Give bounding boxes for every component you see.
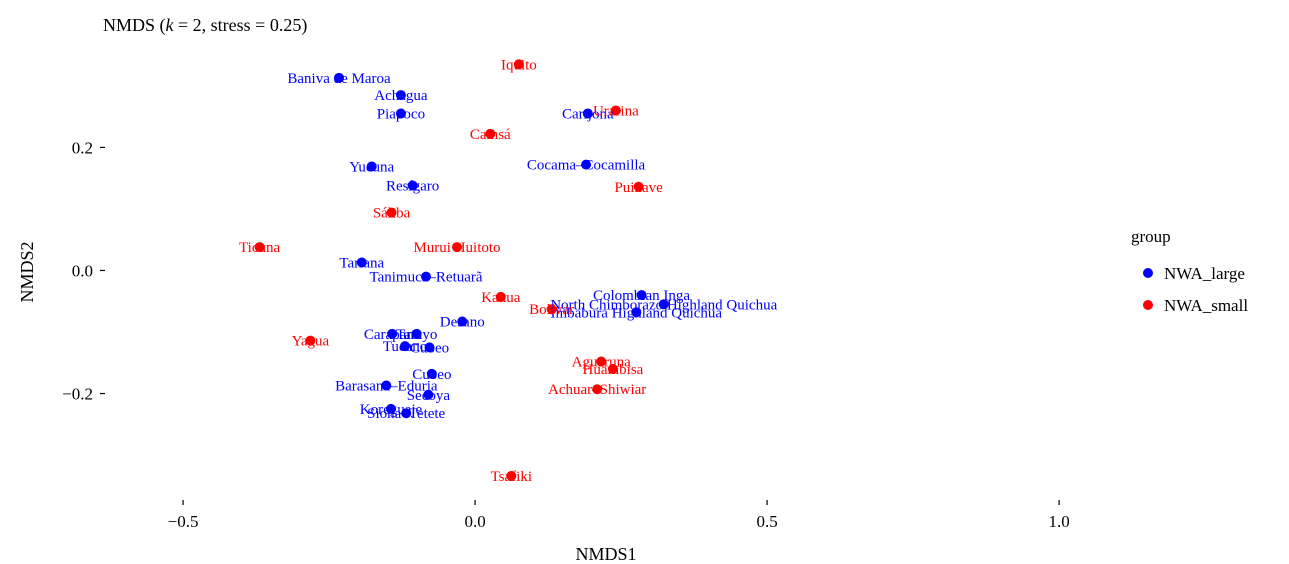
x-axis-title: NMDS1 bbox=[575, 544, 636, 564]
data-point bbox=[381, 380, 392, 391]
point-label: Koreguaje bbox=[360, 402, 423, 418]
point-label: Barasana–Eduria bbox=[335, 379, 438, 395]
x-tick-label: 0.0 bbox=[464, 512, 485, 531]
legend-label-nwa-large: NWA_large bbox=[1164, 264, 1245, 283]
point-label: Resígaro bbox=[386, 179, 439, 195]
point-label: Tucano bbox=[383, 339, 427, 355]
data-point bbox=[506, 471, 517, 481]
data-point bbox=[607, 363, 618, 374]
data-point bbox=[421, 271, 432, 282]
point-label: Siona–Tetete bbox=[367, 406, 445, 422]
data-point bbox=[411, 328, 422, 339]
point-label: Tatuyo bbox=[396, 327, 437, 343]
chart-title: NMDS (k = 2, stress = 0.25) bbox=[103, 15, 307, 36]
data-point bbox=[386, 207, 397, 218]
data-point bbox=[426, 368, 437, 379]
legend-label-nwa-small: NWA_small bbox=[1164, 296, 1248, 315]
point-label: North Chimborazo Highland Quichua bbox=[550, 297, 777, 313]
point-label: Baniva de Maroa bbox=[287, 71, 391, 87]
chart-title-suffix: = 2, stress = 0.25) bbox=[174, 15, 308, 36]
legend-marker-nwa-small bbox=[1143, 300, 1153, 310]
y-tick-label: −0.2 bbox=[62, 385, 93, 404]
data-point bbox=[546, 304, 557, 315]
points-layer bbox=[254, 59, 669, 481]
data-point bbox=[636, 290, 647, 301]
data-point bbox=[423, 389, 434, 400]
data-point bbox=[401, 408, 412, 419]
data-point bbox=[451, 242, 462, 253]
x-axis: −0.5 0.0 0.5 1.0 bbox=[168, 500, 1070, 531]
point-label: Piapoco bbox=[377, 107, 425, 123]
point-label: Carapana bbox=[364, 327, 421, 343]
data-point bbox=[610, 105, 621, 116]
point-label: Yagua bbox=[292, 334, 330, 350]
point-label: Ticuna bbox=[239, 240, 280, 256]
point-label: Cubeo bbox=[410, 340, 449, 356]
point-label: Cubeo bbox=[412, 367, 451, 383]
legend-title: group bbox=[1131, 227, 1171, 246]
data-point bbox=[305, 335, 316, 346]
y-axis: −0.2 0.0 0.2 bbox=[62, 138, 105, 404]
data-point bbox=[400, 341, 411, 352]
point-label: Achagua bbox=[374, 88, 428, 104]
data-point bbox=[356, 257, 367, 268]
data-point bbox=[485, 128, 496, 139]
chart-title-prefix: NMDS ( bbox=[103, 15, 166, 36]
x-tick-label: 0.5 bbox=[756, 512, 777, 531]
point-label: Achuar–Shiwiar bbox=[548, 382, 646, 398]
data-point bbox=[395, 108, 406, 119]
data-point bbox=[596, 356, 607, 367]
data-point bbox=[581, 159, 592, 170]
data-point bbox=[495, 291, 506, 302]
data-point bbox=[366, 161, 377, 172]
point-label: Tanimuca–Retuarã bbox=[369, 270, 482, 286]
data-point bbox=[457, 316, 468, 327]
data-point bbox=[631, 307, 642, 318]
point-label: Urarina bbox=[593, 103, 639, 119]
x-tick-label: −0.5 bbox=[168, 512, 199, 531]
point-label: Bolívar bbox=[529, 302, 574, 318]
point-label: Cocama–Cocamilla bbox=[527, 158, 646, 174]
point-label: Secoya bbox=[407, 388, 451, 404]
point-label: Huambisa bbox=[583, 362, 644, 378]
legend: group NWA_large NWA_small bbox=[1131, 227, 1248, 315]
y-axis-title: NMDS2 bbox=[17, 241, 37, 302]
x-tick-label: 1.0 bbox=[1048, 512, 1069, 531]
data-point bbox=[592, 384, 603, 395]
point-label: Tsafiki bbox=[491, 469, 532, 485]
point-label: Sáliba bbox=[373, 206, 411, 222]
data-point bbox=[385, 403, 396, 414]
point-label: Colombian Inga bbox=[593, 288, 690, 304]
point-label: Carijona bbox=[562, 107, 614, 123]
chart-title-k: k bbox=[166, 15, 175, 35]
point-label: Kakua bbox=[481, 290, 520, 306]
data-point bbox=[334, 72, 345, 83]
data-point bbox=[424, 342, 435, 353]
data-point bbox=[582, 108, 593, 119]
point-label: Desano bbox=[440, 315, 485, 331]
point-label: Iquito bbox=[501, 57, 537, 73]
data-point bbox=[658, 299, 669, 310]
data-point bbox=[395, 90, 406, 101]
data-point bbox=[633, 181, 644, 192]
point-label: Aguaruna bbox=[572, 355, 631, 371]
point-label: Murui Huitoto bbox=[413, 240, 500, 256]
data-point bbox=[407, 180, 418, 191]
y-tick-label: 0.2 bbox=[72, 138, 93, 157]
data-point bbox=[387, 328, 398, 339]
point-label: Yucuna bbox=[349, 159, 394, 175]
point-label: Camsá bbox=[470, 127, 511, 143]
y-tick-label: 0.0 bbox=[72, 261, 93, 280]
point-label: Puinave bbox=[614, 180, 663, 196]
point-label: Tariana bbox=[339, 255, 384, 271]
data-point bbox=[254, 242, 265, 253]
legend-marker-nwa-large bbox=[1143, 268, 1153, 278]
data-point bbox=[513, 59, 524, 70]
point-label: Imbabura Highland Quichua bbox=[550, 305, 722, 321]
